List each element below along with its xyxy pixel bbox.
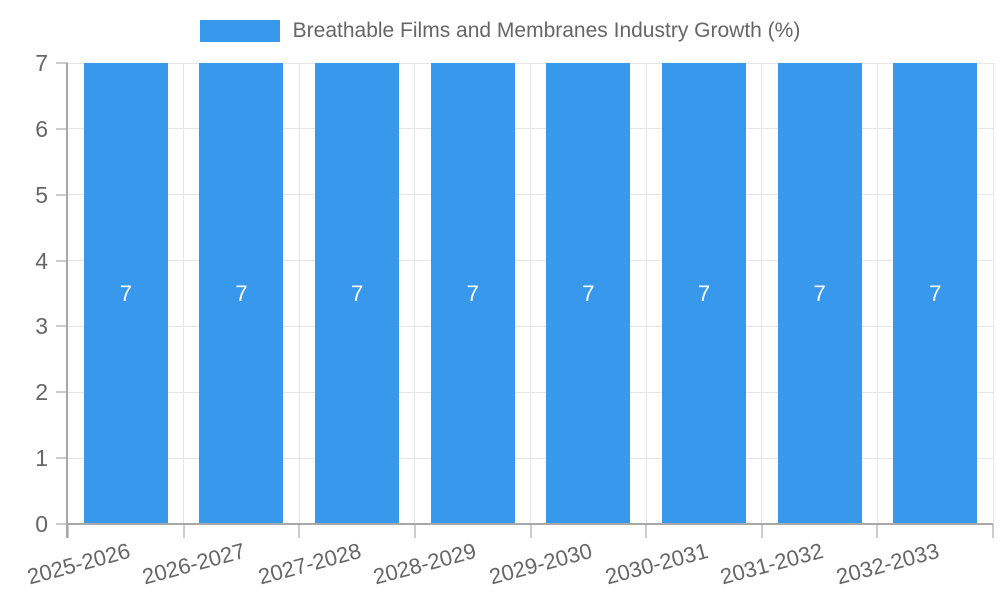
bar-value-label: 7 [235,280,248,306]
x-axis-line [66,523,993,525]
x-tick-mark [67,524,69,538]
v-gridline [876,63,878,524]
y-axis-line [66,63,68,538]
bar[interactable] [661,63,746,523]
x-tick-mark [876,524,879,538]
v-gridline [992,63,994,524]
bar[interactable] [199,63,284,523]
y-tick-mark [56,523,68,525]
y-tick-mark [56,127,68,130]
y-tick-mark [56,325,68,328]
x-tick-mark [298,524,301,538]
x-tick-mark [992,524,994,538]
y-tick-mark [56,259,68,262]
bar-value-label: 7 [813,280,826,306]
v-gridline [530,63,531,524]
x-axis-label: 2029-2030 [486,538,595,590]
y-tick-label: 6 [35,115,48,142]
bar[interactable] [893,63,978,523]
bar-value-label: 7 [929,280,942,306]
y-tick-label: 0 [35,511,48,537]
chart-legend[interactable]: Breathable Films and Membranes Industry … [0,19,1000,43]
x-tick-mark [529,524,532,538]
x-axis-label: 2026-2027 [139,538,248,590]
y-tick-mark [56,193,68,196]
y-tick-label: 5 [35,181,48,208]
y-tick-label: 1 [35,445,48,472]
bar-value-label: 7 [119,280,132,306]
x-axis-label: 2031-2032 [717,538,827,590]
x-axis-label: 2025-2026 [24,538,133,590]
y-tick-mark [56,391,68,394]
legend-label: Breathable Films and Membranes Industry … [292,19,801,42]
v-gridline [645,63,647,524]
bar-value-label: 7 [582,280,595,306]
v-gridline [761,63,763,524]
x-axis-label: 2032-2033 [833,538,942,590]
y-tick-label: 3 [35,313,48,340]
legend-swatch-icon [199,20,280,42]
bar-value-label: 7 [466,280,479,306]
bar[interactable] [430,63,515,523]
bar[interactable] [777,63,862,523]
x-axis-label: 2027-2028 [255,538,364,590]
y-tick-mark [56,62,68,64]
y-tick-label: 4 [35,247,48,274]
bar-value-label: 7 [350,280,364,306]
y-tick-label: 2 [35,379,48,406]
x-tick-mark [760,524,763,538]
v-gridline [298,63,300,524]
bar[interactable] [315,63,400,523]
bar-value-label: 7 [697,280,711,306]
x-tick-mark [182,524,185,538]
x-tick-mark [645,524,648,538]
y-tick-label: 7 [35,50,48,76]
bar[interactable] [546,63,631,523]
v-gridline [183,63,185,524]
x-tick-mark [413,524,416,538]
y-tick-mark [56,457,68,460]
x-axis-label: 2028-2029 [371,538,480,590]
v-gridline [414,63,416,524]
x-axis-label: 2030-2031 [602,538,711,590]
bar[interactable] [83,63,168,523]
